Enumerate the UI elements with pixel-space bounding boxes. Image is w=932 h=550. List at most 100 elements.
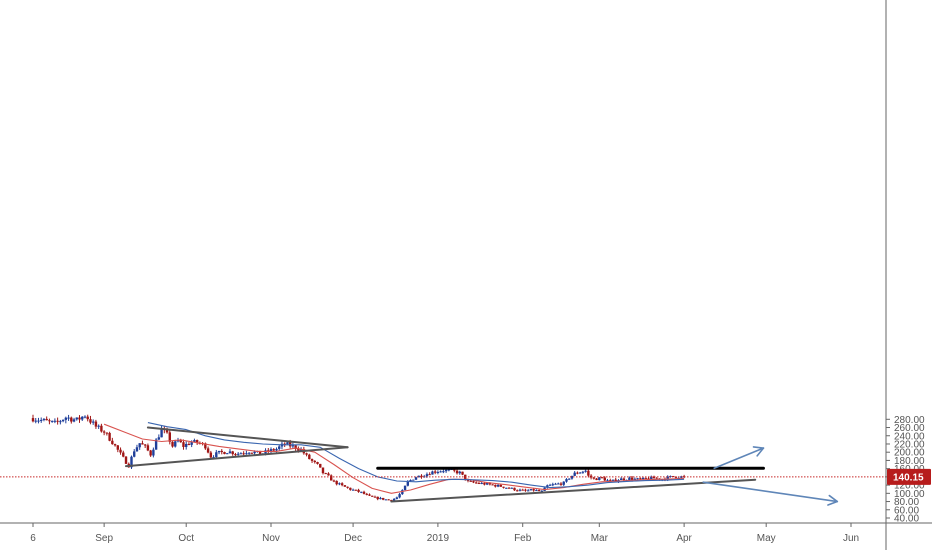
candle-body — [609, 480, 612, 482]
y-tick-group: 40.0060.0080.00100.00120.00140.00160.001… — [886, 415, 925, 525]
candle-body — [537, 490, 541, 492]
candle-body — [152, 449, 155, 456]
candle-body — [56, 420, 59, 422]
candle-body — [499, 484, 503, 487]
candle-body — [206, 448, 210, 453]
breakout-up-arrow — [713, 447, 765, 470]
candle-body — [105, 432, 109, 434]
last-price-badge-box — [887, 468, 931, 485]
candle-body — [362, 491, 366, 494]
candle-body — [258, 450, 262, 455]
candle-body — [190, 441, 193, 445]
last-price-badge: 140.15 — [887, 468, 931, 485]
candle-body — [234, 454, 237, 456]
y-tick-label: 60.00 — [894, 505, 919, 516]
candle-body — [644, 477, 648, 479]
candle-body — [187, 443, 191, 445]
candle-body — [250, 452, 254, 454]
candle-body — [272, 449, 275, 451]
candle-body — [557, 483, 560, 485]
x-tick-label: Sep — [95, 533, 113, 544]
candle-body — [417, 475, 420, 478]
candle-body — [324, 473, 327, 475]
y-tick-label: 240.00 — [894, 431, 925, 442]
y-axis[interactable]: 40.0060.0080.00100.00120.00140.00160.001… — [885, 0, 931, 550]
candle-body — [215, 452, 218, 458]
candle-body — [349, 487, 352, 490]
candle-body — [313, 460, 316, 463]
candle-body — [310, 459, 314, 461]
candle-body — [135, 447, 139, 452]
rising-support-trendline — [390, 478, 757, 503]
candle-body — [502, 486, 505, 488]
candle-body — [83, 416, 87, 418]
candle-body — [494, 484, 497, 487]
y-tick-label: 40.00 — [894, 514, 919, 525]
candle-body — [595, 478, 598, 481]
moving-averages — [103, 422, 685, 494]
candle-body — [182, 442, 185, 447]
candle-body — [330, 475, 333, 481]
candle-body — [461, 471, 464, 475]
candle-body — [72, 419, 76, 422]
candle-body — [505, 487, 508, 489]
candle-body — [242, 453, 245, 455]
candle-body — [453, 469, 456, 471]
candle-body — [45, 418, 48, 421]
x-axis[interactable]: 6 Sep Oct Nov Dec 2019 Feb Mar Apr May Jun — [0, 522, 932, 544]
candle-body — [491, 484, 494, 486]
candle-body — [518, 489, 522, 491]
candle-body — [209, 452, 213, 458]
x-tick-label: Oct — [178, 533, 194, 544]
candle-body — [521, 489, 524, 491]
candle-body — [513, 487, 516, 491]
candle-body — [406, 481, 410, 486]
candle-body — [576, 472, 579, 474]
candle-body — [403, 485, 407, 491]
y-tick-label: 200.00 — [894, 448, 925, 459]
y-tick-label: 280.00 — [894, 415, 925, 426]
candle-body — [568, 478, 571, 480]
candle-body — [431, 471, 434, 475]
x-tick-label: Jun — [843, 533, 859, 544]
candle-body — [81, 416, 84, 420]
triangle-lower-trendline — [125, 446, 349, 468]
candle-body — [529, 489, 533, 491]
candle-body — [89, 419, 92, 423]
x-tick-label: Feb — [514, 533, 532, 544]
candle-body — [113, 444, 117, 446]
candle-body — [297, 448, 300, 451]
candle-body — [433, 471, 437, 473]
candle-body — [622, 478, 626, 481]
candle-body — [133, 451, 136, 457]
candle-body — [600, 477, 604, 479]
candle-body — [360, 491, 363, 493]
candle-body — [275, 448, 278, 451]
candle-body — [149, 450, 152, 456]
candle-body — [474, 482, 478, 484]
candle-body — [327, 473, 330, 476]
candle-body — [253, 451, 256, 454]
candle-body — [507, 487, 511, 489]
candle-body — [472, 481, 475, 483]
candle-body — [269, 449, 273, 452]
candle-body — [239, 453, 243, 455]
x-tick-label: 6 — [30, 533, 36, 544]
y-tick-label: 220.00 — [894, 439, 925, 450]
candle-body — [308, 454, 311, 460]
x-tick-label: Dec — [344, 533, 362, 544]
candle-body — [532, 489, 535, 491]
candle-body — [37, 420, 40, 422]
candle-body — [130, 456, 133, 468]
candle-body — [48, 420, 51, 422]
candle-body — [639, 478, 642, 480]
plot-area[interactable] — [0, 414, 886, 506]
candle-body — [165, 430, 169, 433]
candle-body — [217, 450, 221, 453]
candle-body — [340, 483, 344, 486]
candle-body — [283, 443, 286, 445]
candle-body — [466, 479, 470, 481]
candle-body — [398, 494, 401, 498]
candle-body — [447, 469, 451, 471]
